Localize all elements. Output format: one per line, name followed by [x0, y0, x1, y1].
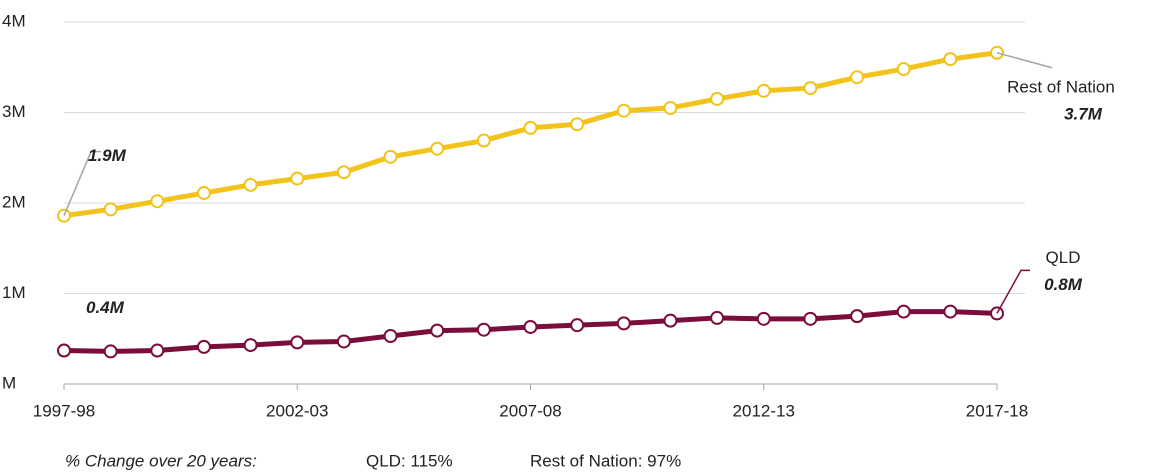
series-label: QLD	[1046, 248, 1081, 267]
point	[383, 149, 398, 164]
point	[523, 120, 538, 135]
point	[710, 91, 725, 106]
point	[850, 309, 865, 324]
x-tick-label: 1997-98	[33, 401, 95, 420]
point	[150, 343, 165, 358]
y-tick-label: 3M	[2, 102, 26, 121]
point	[710, 310, 725, 325]
y-tick-label: 4M	[2, 11, 26, 30]
point	[196, 186, 211, 201]
point	[243, 338, 258, 353]
point	[430, 141, 445, 156]
point	[896, 62, 911, 77]
point	[570, 117, 585, 132]
y-tick-label: 2M	[2, 192, 26, 211]
point	[243, 177, 258, 192]
point	[336, 334, 351, 349]
value-label: 3.7M	[1064, 104, 1103, 123]
point	[150, 194, 165, 209]
point	[570, 318, 585, 333]
point	[103, 344, 118, 359]
point	[803, 311, 818, 326]
value-label: 1.9M	[88, 146, 127, 165]
y-tick-label: M	[2, 373, 16, 392]
point	[616, 103, 631, 118]
footnote-item: Rest of Nation: 97%	[530, 451, 681, 470]
point	[476, 133, 491, 148]
point	[850, 70, 865, 85]
footnote-label: % Change over 20 years:	[65, 451, 257, 470]
point	[803, 81, 818, 96]
point	[943, 52, 958, 67]
point	[103, 202, 118, 217]
point	[196, 339, 211, 354]
footnote-item: QLD: 115%	[366, 451, 453, 470]
point	[383, 329, 398, 344]
point	[476, 322, 491, 337]
point	[430, 323, 445, 338]
point	[290, 171, 305, 186]
x-tick-label: 2017-18	[966, 401, 1028, 420]
point	[336, 165, 351, 180]
value-label: 0.4M	[86, 298, 125, 317]
point	[756, 311, 771, 326]
point	[523, 319, 538, 334]
point	[663, 313, 678, 328]
y-tick-label: 1M	[2, 283, 26, 302]
leader-line	[996, 52, 1053, 69]
point	[57, 343, 71, 358]
x-tick-label: 2002-03	[266, 401, 328, 420]
x-tick-label: 2007-08	[499, 401, 561, 420]
leader-line	[996, 269, 1030, 314]
point	[943, 304, 958, 319]
series-label: Rest of Nation	[1007, 77, 1115, 96]
point	[896, 304, 911, 319]
point	[663, 100, 678, 115]
leader-line	[63, 150, 101, 216]
point	[756, 83, 771, 98]
x-tick-label: 2012-13	[733, 401, 795, 420]
value-label: 0.8M	[1044, 275, 1083, 294]
point	[616, 316, 631, 331]
point	[290, 335, 305, 350]
